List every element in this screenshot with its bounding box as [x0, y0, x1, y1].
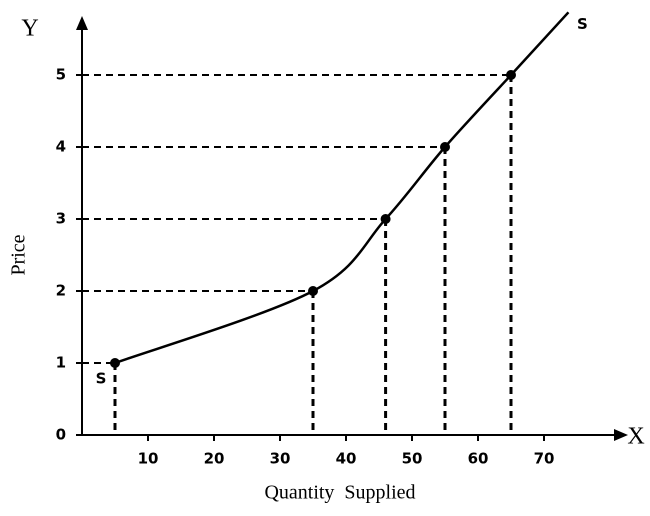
x-tick-label: 30 — [270, 450, 291, 468]
x-axis-letter: X — [627, 424, 644, 450]
x-tick-label: 60 — [468, 450, 489, 468]
point — [380, 214, 391, 224]
point — [506, 70, 516, 80]
y-tick-label: 3 — [56, 210, 66, 228]
point — [308, 286, 318, 296]
x-axis-label: Quantity Supplied — [264, 482, 415, 504]
y-tick-label: 5 — [56, 66, 66, 84]
supply-curve — [114, 11, 570, 365]
x-arrow — [614, 429, 628, 441]
y-tick-label: 2 — [56, 282, 66, 300]
y-tick-label: 1 — [56, 354, 66, 372]
curve-label: S — [96, 370, 107, 388]
y-tick-label: 0 — [56, 426, 66, 444]
y-axis-label: Price — [8, 234, 30, 275]
x-tick-label: 70 — [534, 450, 555, 468]
y-arrow — [76, 16, 88, 30]
point — [110, 358, 120, 368]
x-tick-label: 20 — [204, 450, 225, 468]
x-tick-label: 50 — [402, 450, 423, 468]
curve-label: S — [577, 15, 588, 33]
y-tick-label: 4 — [56, 138, 66, 156]
point — [440, 142, 450, 152]
x-tick-label: 40 — [336, 450, 357, 468]
y-axis-letter: Y — [21, 16, 38, 42]
x-tick-label: 10 — [138, 450, 159, 468]
